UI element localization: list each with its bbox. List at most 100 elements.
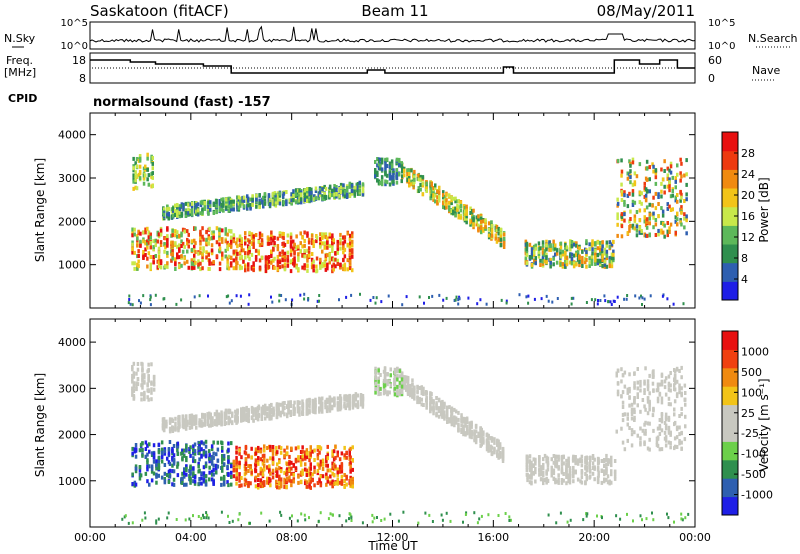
heatmap-cell	[156, 265, 159, 270]
heatmap-cell	[417, 189, 420, 193]
heatmap-cell	[146, 245, 149, 250]
heatmap-cell	[454, 213, 457, 218]
heatmap-cell	[208, 477, 211, 482]
heatmap-cell	[195, 415, 198, 420]
heatmap-cell	[640, 229, 643, 233]
heatmap-cell	[334, 444, 337, 449]
heatmap-cell	[244, 241, 247, 246]
heatmap-cell	[193, 253, 196, 258]
heatmap-cell	[318, 188, 322, 192]
heatmap-cell	[309, 471, 312, 476]
heatmap-cell	[293, 406, 296, 411]
heatmap-cell	[215, 409, 219, 414]
heatmap-cell	[218, 201, 221, 206]
heatmap-cell	[147, 235, 151, 240]
heatmap-cell	[235, 455, 238, 460]
heatmap-cell	[236, 200, 239, 205]
heatmap-cell	[198, 446, 201, 451]
heatmap-cell	[542, 462, 545, 467]
heatmap-cell	[306, 233, 309, 238]
heatmap-cell	[242, 195, 246, 200]
heatmap-cell	[534, 461, 537, 466]
heatmap-cell	[274, 200, 278, 205]
heatmap-cell	[250, 252, 254, 257]
heatmap-cell	[279, 469, 283, 474]
heatmap-cell	[289, 243, 293, 248]
heatmap-cell	[200, 481, 203, 486]
heatmap-cell	[242, 407, 246, 411]
heatmap-cell	[336, 450, 339, 455]
heatmap-cell	[465, 208, 468, 213]
heatmap-cell	[193, 295, 196, 299]
heatmap-cell	[321, 402, 324, 407]
heatmap-cell	[610, 303, 613, 306]
heatmap-cell	[333, 401, 336, 406]
heatmap-cell	[264, 256, 268, 261]
heatmap-cell	[654, 233, 658, 237]
heatmap-cell	[202, 471, 206, 476]
heatmap-cell	[495, 224, 499, 229]
heatmap-cell	[668, 177, 671, 182]
heatmap-cell	[271, 198, 275, 203]
heatmap-cell	[608, 259, 612, 264]
heatmap-cell	[146, 226, 149, 231]
heatmap-cell	[278, 460, 281, 465]
heatmap-cell	[171, 455, 174, 460]
heatmap-cell	[157, 246, 161, 251]
heatmap-cell	[303, 188, 307, 193]
heatmap-cell	[530, 460, 533, 465]
heatmap-cell	[542, 473, 545, 478]
heatmap-cell	[144, 164, 147, 169]
heatmap-cell	[208, 470, 211, 475]
heatmap-cell	[323, 191, 326, 196]
heatmap-cell	[657, 228, 660, 233]
heatmap-cell	[448, 419, 451, 424]
heatmap-cell	[296, 197, 300, 202]
heatmap-cell	[227, 266, 231, 271]
heatmap-cell	[176, 244, 179, 249]
heatmap-cell	[273, 235, 276, 240]
heatmap-cell	[236, 207, 239, 212]
heatmap-cell	[588, 256, 591, 261]
heatmap-cell	[207, 241, 210, 246]
heatmap-cell	[338, 464, 342, 469]
heatmap-cell	[189, 470, 192, 475]
heatmap-cell	[194, 260, 197, 265]
heatmap-cell	[654, 181, 658, 186]
heatmap-cell	[541, 259, 545, 264]
heatmap-cell	[354, 392, 358, 397]
heatmap-cell	[277, 409, 280, 413]
heatmap-cell	[252, 418, 255, 423]
heatmap-cell	[343, 473, 346, 477]
heatmap-cell	[185, 456, 188, 460]
heatmap-cell	[288, 454, 291, 459]
heatmap-cell	[645, 159, 649, 164]
heatmap-cell	[361, 192, 365, 197]
heatmap-cell	[222, 456, 226, 461]
heatmap-cell	[263, 463, 266, 468]
heatmap-cell	[281, 404, 285, 409]
heatmap-cell	[588, 242, 591, 247]
heatmap-cell	[530, 475, 533, 480]
heatmap-cell	[352, 401, 356, 406]
heatmap-cell	[276, 450, 279, 455]
heatmap-cell	[131, 242, 134, 247]
heatmap-cell	[224, 231, 227, 236]
date-label: 08/May/2011	[597, 2, 695, 20]
heatmap-cell	[596, 302, 599, 306]
heatmap-cell	[405, 385, 408, 390]
heatmap-cell	[288, 475, 291, 480]
heatmap-cell	[620, 169, 624, 174]
heatmap-cell	[669, 164, 673, 169]
heatmap-cell	[283, 251, 287, 256]
heatmap-cell	[331, 188, 334, 193]
heatmap-cell	[282, 232, 285, 236]
heatmap-cell	[628, 191, 631, 196]
heatmap-cell	[261, 480, 265, 485]
heatmap-cell	[448, 193, 451, 198]
heatmap-cell	[301, 445, 304, 450]
heatmap-cell	[275, 405, 279, 410]
heatmap-cell	[533, 250, 536, 255]
heatmap-cell	[668, 204, 671, 209]
